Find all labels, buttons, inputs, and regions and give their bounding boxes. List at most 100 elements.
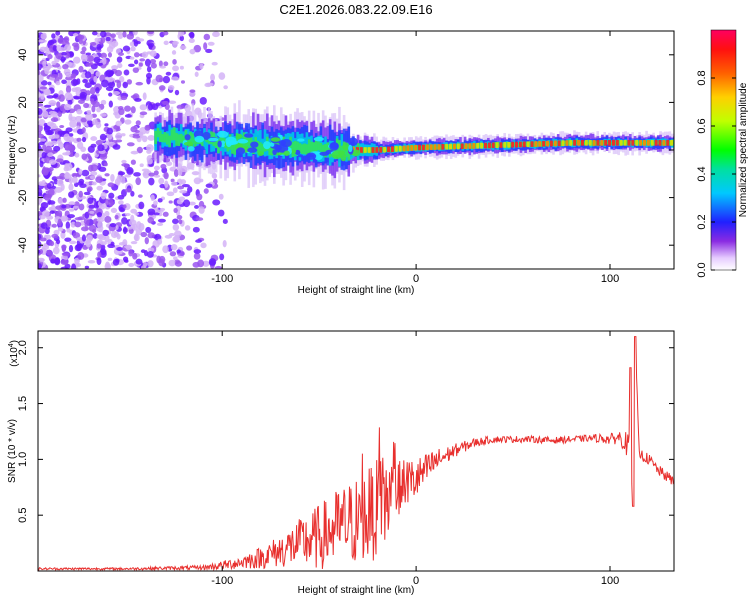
noise-speckle: [222, 218, 228, 224]
noise-speckle: [134, 212, 140, 216]
signal-blob: [202, 131, 211, 140]
noise-speckle: [180, 165, 188, 173]
noise-speckle: [173, 169, 179, 178]
noise-speckle: [69, 120, 77, 128]
noise-speckle: [91, 31, 98, 36]
signal-core-cell: [658, 140, 662, 146]
noise-speckle: [156, 209, 164, 213]
snr-panel: -100 0 100 0.5 1.0 1.5 2.0 Height of straight…: [7, 330, 675, 596]
signal-core-cell: [429, 144, 433, 151]
noise-speckle: [105, 261, 110, 268]
noise-speckle: [148, 172, 155, 177]
snr-scale-prefix: (x10: [9, 347, 20, 367]
noise-speckle: [176, 214, 183, 220]
signal-band-cell: [170, 129, 174, 141]
noise-speckle: [79, 93, 87, 102]
noise-speckle: [178, 219, 183, 225]
noise-speckle: [124, 119, 132, 125]
noise-speckle: [163, 172, 169, 180]
signal-band-cell: [575, 139, 579, 145]
noise-speckle: [80, 117, 87, 123]
noise-speckle: [135, 120, 141, 126]
noise-speckle: [83, 102, 90, 109]
signal-band-cell: [179, 133, 183, 143]
noise-speckle: [128, 63, 135, 67]
noise-speckle: [156, 238, 163, 245]
noise-speckle: [38, 119, 46, 127]
signal-band-cell: [412, 145, 416, 151]
signal-core-cell: [441, 143, 445, 150]
signal-core-cell: [592, 140, 596, 146]
noise-speckle: [223, 85, 228, 90]
noise-speckle: [56, 44, 62, 52]
noise-speckle: [126, 142, 135, 147]
signal-core-cell: [445, 143, 449, 150]
signal-blob: [243, 133, 254, 138]
noise-speckle: [55, 176, 64, 180]
signal-blob: [297, 138, 305, 142]
noise-speckle: [199, 63, 204, 70]
noise-speckle: [103, 162, 108, 167]
signal-band-cell: [245, 135, 248, 151]
colorbar-tick-label: 0.6: [696, 118, 708, 133]
noise-speckle: [143, 261, 148, 267]
noise-speckle: [179, 65, 184, 70]
noise-speckle: [99, 133, 107, 141]
signal-band-cell: [261, 143, 264, 155]
signal-blob: [305, 152, 317, 160]
signal-band-cell: [221, 133, 225, 146]
noise-speckle: [48, 159, 57, 165]
noise-speckle: [166, 191, 175, 197]
noise-speckle: [130, 208, 138, 214]
signal-band-cell: [175, 132, 178, 146]
noise-speckle: [100, 52, 107, 59]
signal-core-cell: [600, 140, 604, 146]
noise-speckle: [142, 92, 147, 100]
noise-speckle: [171, 181, 178, 186]
noise-speckle: [65, 76, 73, 81]
noise-speckle: [38, 39, 44, 43]
signal-core-cell: [569, 140, 573, 146]
signal-band-cell: [400, 146, 404, 151]
signal-core-cell: [584, 140, 588, 146]
noise-speckle: [68, 244, 74, 253]
noise-speckle: [98, 166, 107, 172]
signal-core-cell: [483, 142, 487, 149]
noise-speckle: [133, 52, 140, 58]
noise-speckle: [59, 125, 65, 129]
noise-speckle: [117, 63, 123, 69]
noise-speckle: [112, 144, 121, 150]
noise-speckle: [166, 161, 173, 167]
noise-speckle: [133, 172, 141, 177]
noise-speckle: [40, 80, 48, 86]
noise-speckle: [49, 240, 55, 247]
signal-core-cell: [639, 140, 643, 146]
noise-speckle: [92, 101, 100, 108]
signal-core-cell: [507, 141, 511, 148]
noise-speckle: [89, 175, 96, 180]
noise-speckle: [147, 208, 156, 216]
noise-speckle: [189, 48, 196, 55]
noise-speckle: [45, 145, 53, 154]
noise-speckle: [150, 194, 155, 202]
noise-speckle: [96, 218, 105, 223]
noise-speckle: [126, 79, 132, 85]
spectrogram-panel: -100 0 100 -40 -20 0 20 40 Height of straight …: [7, 30, 675, 296]
noise-speckle: [163, 61, 169, 67]
spectrogram-content: [38, 31, 674, 269]
noise-speckle: [118, 171, 126, 176]
noise-speckle: [173, 256, 178, 261]
noise-speckle: [135, 177, 141, 186]
noise-speckle: [68, 201, 76, 206]
noise-speckle: [171, 76, 179, 81]
noise-speckle: [122, 31, 127, 38]
noise-speckle: [172, 236, 180, 243]
noise-speckle: [115, 132, 122, 141]
noise-speckle: [110, 173, 115, 182]
noise-speckle: [38, 249, 41, 254]
noise-speckle: [192, 226, 200, 233]
noise-speckle: [135, 81, 144, 86]
noise-speckle: [38, 91, 41, 99]
noise-speckle: [42, 210, 50, 217]
signal-blob: [330, 142, 339, 149]
